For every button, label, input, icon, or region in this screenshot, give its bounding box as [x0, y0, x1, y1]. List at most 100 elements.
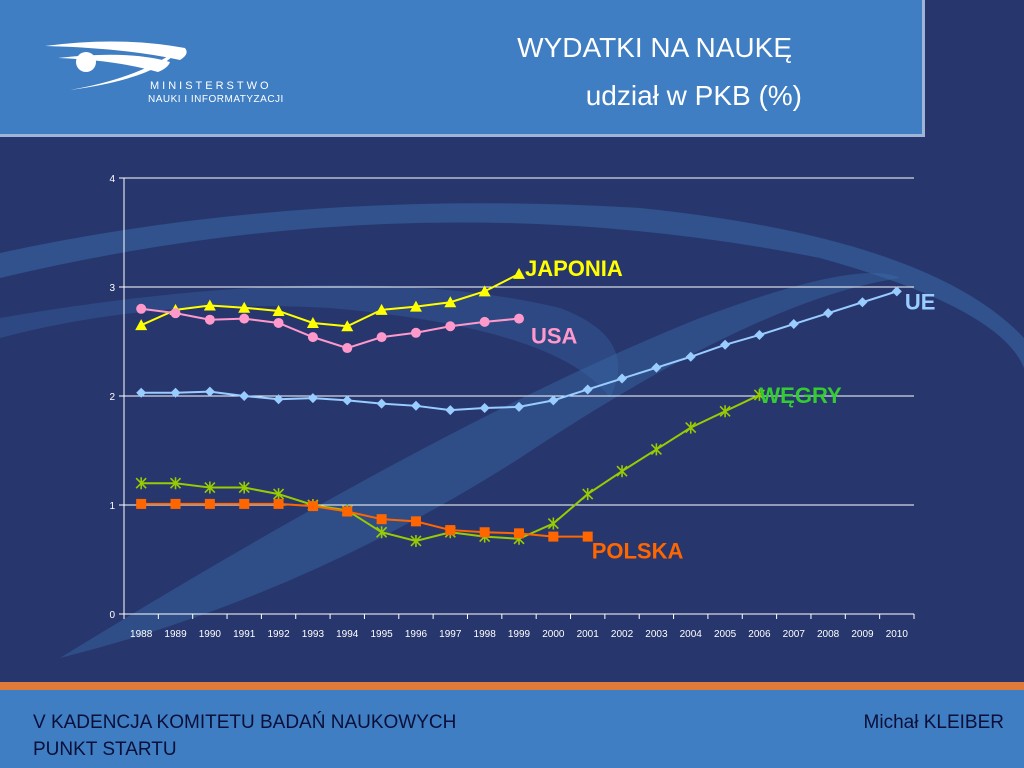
data-point [582, 531, 593, 542]
x-tick-label: 1995 [370, 629, 393, 640]
y-tick-label: 1 [109, 501, 115, 512]
y-tick-label: 2 [109, 392, 115, 403]
data-point [410, 534, 422, 547]
data-point [616, 465, 628, 478]
data-point [479, 316, 490, 327]
series-label-ue: UE [905, 289, 936, 314]
data-point [582, 488, 594, 501]
series-label-usa: USA [531, 324, 578, 349]
data-point [170, 387, 181, 398]
data-point [445, 525, 456, 536]
series-label-japonia: JAPONIA [525, 256, 623, 281]
data-point [307, 332, 318, 343]
data-point [617, 373, 628, 384]
x-tick-label: 1997 [439, 629, 462, 640]
slide-title: WYDATKI NA NAUKĘ [517, 32, 792, 63]
data-point [685, 421, 697, 434]
x-tick-label: 1996 [405, 629, 428, 640]
data-point [170, 308, 181, 319]
data-point [513, 267, 525, 279]
data-point [204, 481, 216, 494]
footer-accent-bar [0, 682, 1024, 690]
data-point [376, 398, 387, 409]
data-point [239, 498, 250, 509]
x-tick-label: 1993 [302, 629, 325, 640]
data-point [307, 501, 318, 512]
data-point [273, 394, 284, 405]
data-point [753, 388, 766, 401]
data-point [341, 320, 354, 332]
data-point [651, 362, 662, 373]
data-point [376, 332, 387, 343]
x-tick-label: 2006 [748, 629, 771, 640]
footer-event-line2: PUNKT STARTU [33, 739, 177, 760]
x-tick-label: 2003 [645, 629, 668, 640]
x-tick-label: 2000 [542, 629, 565, 640]
footer-author: Michał KLEIBER [863, 712, 1004, 733]
data-point [514, 401, 524, 412]
y-tick-label: 0 [109, 610, 115, 621]
background-swoosh [0, 203, 1024, 658]
data-point [135, 477, 147, 490]
x-tick-label: 2009 [851, 629, 874, 640]
data-point [548, 531, 559, 542]
x-tick-label: 2005 [714, 629, 737, 640]
data-point [857, 297, 868, 308]
data-point [342, 506, 353, 517]
data-point [409, 300, 422, 312]
data-point [650, 443, 662, 456]
data-point [203, 299, 216, 311]
data-point [135, 319, 148, 331]
x-tick-label: 1989 [164, 629, 187, 640]
x-tick-label: 2004 [680, 629, 703, 640]
data-point [306, 316, 319, 328]
x-tick-label: 2010 [886, 629, 909, 640]
series-line-usa [141, 307, 520, 350]
footer: V KADENCJA KOMITETU BADAŃ NAUKOWYCH PUNK… [0, 690, 1024, 768]
x-tick-label: 2001 [577, 629, 600, 640]
data-point [204, 386, 215, 397]
series-line-polska [141, 502, 588, 538]
data-point [788, 319, 799, 330]
series-label-polska: POLSKA [592, 539, 684, 564]
slide-subtitle: udział w PKB (%) [585, 80, 802, 111]
data-point [272, 304, 285, 316]
series-line-japonia [140, 273, 520, 328]
data-point [479, 402, 490, 413]
data-point [410, 516, 421, 527]
data-point [273, 498, 284, 509]
data-point [445, 405, 456, 416]
data-point [204, 498, 215, 509]
data-point [375, 303, 388, 315]
data-point [238, 301, 251, 313]
x-tick-label: 1990 [199, 629, 222, 640]
footer-event-line1: V KADENCJA KOMITETU BADAŃ NAUKOWYCH [33, 712, 457, 733]
data-point [169, 477, 182, 490]
y-tick-label: 3 [109, 283, 115, 294]
data-point [342, 395, 353, 406]
data-point [479, 527, 490, 538]
x-tick-label: 1992 [267, 629, 290, 640]
logo-text-department: NAUKI I INFORMATYZACJI [148, 94, 284, 105]
series-label-w-gry: WĘGRY [759, 383, 842, 408]
data-point [272, 488, 285, 501]
logo-text-ministry: MINISTERSTWO [150, 80, 272, 92]
data-point [514, 528, 524, 539]
data-point [136, 498, 147, 509]
x-tick-label: 1999 [508, 629, 531, 640]
x-tick-label: 2007 [783, 629, 806, 640]
data-point [685, 351, 696, 362]
data-point [410, 400, 421, 411]
data-point [548, 395, 559, 406]
series-polska: POLSKA [136, 498, 684, 564]
data-point [445, 321, 456, 332]
data-point [239, 313, 250, 324]
data-point [891, 286, 902, 297]
data-point [204, 314, 215, 325]
data-point [582, 384, 593, 395]
data-point [136, 387, 147, 398]
x-tick-label: 1994 [336, 629, 359, 640]
series-ue: UE [136, 286, 936, 416]
data-point [376, 514, 387, 525]
data-point [444, 296, 457, 308]
